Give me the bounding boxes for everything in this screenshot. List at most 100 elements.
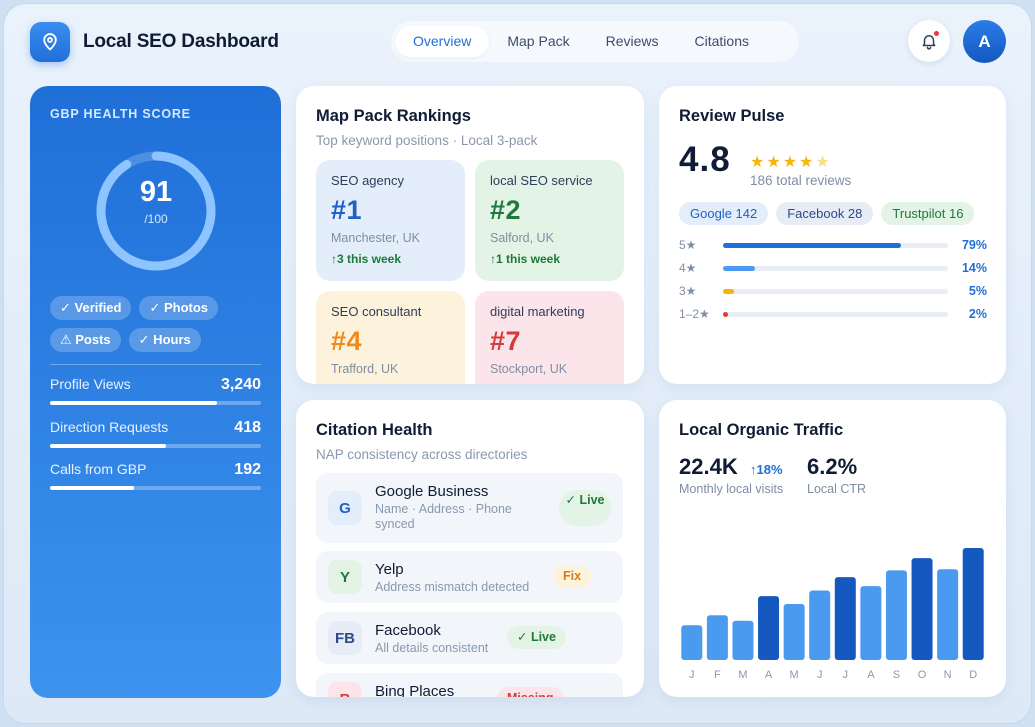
metric-label: Profile Views xyxy=(50,376,131,392)
tile-trend: ↑1 this week xyxy=(490,252,561,266)
tile-rank: #2 xyxy=(490,195,522,225)
month-tick-label: D xyxy=(969,669,977,681)
citation-desc: Name · Address · Phone synced xyxy=(375,502,512,531)
distribution-label: 4★ xyxy=(679,261,697,275)
visits-delta: ↑18% xyxy=(750,462,783,477)
citation-badge: B xyxy=(328,682,362,697)
traffic-bar[interactable] xyxy=(758,596,780,660)
tab-citations[interactable]: Citations xyxy=(694,33,749,49)
notification-button[interactable] xyxy=(908,20,950,62)
traffic-bar[interactable] xyxy=(911,558,933,660)
source-chip-google[interactable]: Google 142 xyxy=(679,202,769,225)
month-tick-label: S xyxy=(893,669,900,681)
star-rating-icon: ★★★★★ xyxy=(750,152,832,172)
gbp-score-label: GBP HEALTH SCORE xyxy=(50,107,191,121)
tile-location: Salford, UK xyxy=(490,231,554,245)
citation-badge: Y xyxy=(328,560,362,594)
tab-map-pack[interactable]: Map Pack xyxy=(507,33,570,49)
distribution-bar-fill xyxy=(723,265,755,271)
tile-rank: #4 xyxy=(331,326,363,356)
traffic-bar[interactable] xyxy=(860,586,882,660)
notification-dot xyxy=(933,30,940,37)
traffic-bar[interactable] xyxy=(834,577,856,660)
citation-row-yelp[interactable]: Y Yelp Address mismatch detected Fix xyxy=(316,551,623,603)
distribution-bar xyxy=(723,288,948,294)
citation-health-card: Citation Health NAP consistency across d… xyxy=(296,400,644,697)
citation-badge: G xyxy=(328,491,362,525)
traffic-bar[interactable] xyxy=(937,569,959,660)
citation-row-bing[interactable]: B Bing Places Missing xyxy=(316,673,623,697)
citation-name: Facebook xyxy=(375,622,441,639)
ctr-label: Local CTR xyxy=(807,482,867,496)
metric-bar-fill xyxy=(50,444,167,448)
tile-keyword: SEO agency xyxy=(331,173,404,188)
traffic-bar[interactable] xyxy=(706,615,728,660)
distribution-row: 3★ 5% xyxy=(679,284,987,298)
distribution-label: 1–2★ xyxy=(679,307,710,321)
citation-status: ✓ Live xyxy=(559,490,611,526)
location-pin-icon[interactable] xyxy=(30,22,70,62)
rank-tile[interactable]: digital marketing #7 Stockport, UK xyxy=(475,291,624,384)
review-pulse-title: Review Pulse xyxy=(679,107,785,125)
traffic-bar[interactable] xyxy=(783,604,805,660)
traffic-bar[interactable] xyxy=(681,625,703,660)
metric-bar xyxy=(50,444,261,448)
month-tick-label: J xyxy=(689,669,695,681)
avatar[interactable]: A xyxy=(963,20,1006,63)
rank-tile[interactable]: SEO consultant #4 Trafford, UK xyxy=(316,291,465,384)
tile-location: Manchester, UK xyxy=(331,231,420,245)
tab-overview[interactable]: Overview xyxy=(395,26,490,57)
citation-subtitle: NAP consistency across directories xyxy=(316,447,528,462)
chip-hours[interactable]: ✓ Hours xyxy=(128,328,201,352)
traffic-bar[interactable] xyxy=(962,548,984,660)
monthly-visits-label: Monthly local visits xyxy=(679,482,784,496)
chip-posts[interactable]: ⚠ Posts xyxy=(50,328,121,352)
citation-name: Yelp xyxy=(375,561,404,578)
metric-value: 418 xyxy=(234,419,261,436)
tile-keyword: local SEO service xyxy=(490,173,593,188)
source-chip-trustpilot[interactable]: Trustpilot 16 xyxy=(881,202,975,225)
distribution-percent: 5% xyxy=(968,284,987,298)
citation-name: Google Business xyxy=(375,483,489,500)
monthly-visits-value: 22.4K xyxy=(679,454,738,479)
citation-row-facebook[interactable]: FB Facebook All details consistent ✓ Liv… xyxy=(316,612,623,664)
traffic-title: Local Organic Traffic xyxy=(679,421,844,439)
distribution-row: 5★ 79% xyxy=(679,238,987,252)
review-pulse-card: Review Pulse 4.8 ★★★★★ 186 total reviews… xyxy=(659,86,1006,384)
metric-bar xyxy=(50,486,261,490)
chip-photos[interactable]: ✓ Photos xyxy=(139,296,219,320)
traffic-bar[interactable] xyxy=(809,590,831,660)
citation-desc: All details consistent xyxy=(375,641,489,655)
rank-tile[interactable]: local SEO service #2 Salford, UK ↑1 this… xyxy=(475,160,624,281)
traffic-bar[interactable] xyxy=(732,620,754,660)
chip-verified[interactable]: ✓ Verified xyxy=(50,296,132,320)
month-tick-label: M xyxy=(738,669,747,681)
tile-keyword: digital marketing xyxy=(490,304,585,319)
month-tick-label: J xyxy=(817,669,823,681)
distribution-percent: 79% xyxy=(961,238,987,252)
metric-calls: Calls from GBP 192 xyxy=(50,461,261,490)
review-sources: Google 142 Facebook 28 Trustpilot 16 xyxy=(679,202,975,225)
source-chip-facebook[interactable]: Facebook 28 xyxy=(776,202,874,225)
distribution-bar-fill xyxy=(723,288,735,294)
tile-location: Stockport, UK xyxy=(490,362,568,376)
citation-status: Missing xyxy=(497,687,564,697)
gbp-score-panel: GBP HEALTH SCORE 91 /100 ✓ Verified ✓ Ph… xyxy=(30,86,281,698)
month-tick-label: J xyxy=(843,669,849,681)
metric-label: Calls from GBP xyxy=(50,461,147,477)
tab-reviews[interactable]: Reviews xyxy=(605,33,659,49)
citation-name: Bing Places xyxy=(375,683,455,697)
month-tick-label: O xyxy=(918,669,927,681)
divider xyxy=(50,364,261,365)
distribution-bar-fill xyxy=(723,242,901,248)
rank-tile[interactable]: SEO agency #1 Manchester, UK ↑3 this wee… xyxy=(316,160,465,281)
metric-direction-requests: Direction Requests 418 xyxy=(50,419,261,448)
ctr-value: 6.2% xyxy=(807,454,858,479)
tile-location: Trafford, UK xyxy=(331,362,399,376)
citation-row-google[interactable]: G Google Business Name · Address · Phone… xyxy=(316,473,623,543)
traffic-bar[interactable] xyxy=(885,570,907,660)
distribution-bar xyxy=(723,242,948,248)
metric-bar xyxy=(50,401,261,405)
metric-label: Direction Requests xyxy=(50,419,169,435)
tile-trend: ↑3 this week xyxy=(331,252,402,266)
